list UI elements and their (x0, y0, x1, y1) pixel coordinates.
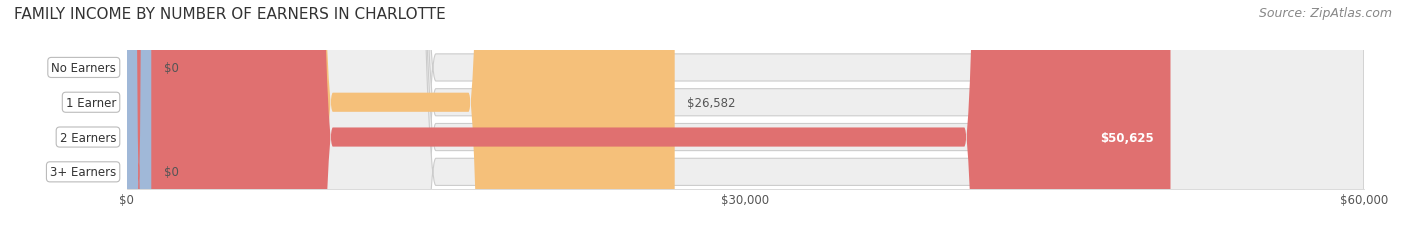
FancyBboxPatch shape (127, 0, 152, 231)
Text: $26,582: $26,582 (688, 96, 735, 109)
FancyBboxPatch shape (127, 0, 152, 231)
Text: $50,625: $50,625 (1101, 131, 1154, 144)
Text: $0: $0 (163, 62, 179, 75)
Text: 1 Earner: 1 Earner (66, 96, 117, 109)
Text: 2 Earners: 2 Earners (59, 131, 117, 144)
FancyBboxPatch shape (127, 0, 675, 231)
Text: $0: $0 (163, 166, 179, 179)
FancyBboxPatch shape (127, 0, 1364, 231)
Text: FAMILY INCOME BY NUMBER OF EARNERS IN CHARLOTTE: FAMILY INCOME BY NUMBER OF EARNERS IN CH… (14, 7, 446, 22)
Text: Source: ZipAtlas.com: Source: ZipAtlas.com (1258, 7, 1392, 20)
Text: No Earners: No Earners (52, 62, 117, 75)
FancyBboxPatch shape (127, 0, 1364, 231)
Text: 3+ Earners: 3+ Earners (51, 166, 117, 179)
FancyBboxPatch shape (127, 0, 1364, 231)
FancyBboxPatch shape (127, 0, 1364, 231)
FancyBboxPatch shape (127, 0, 1171, 231)
